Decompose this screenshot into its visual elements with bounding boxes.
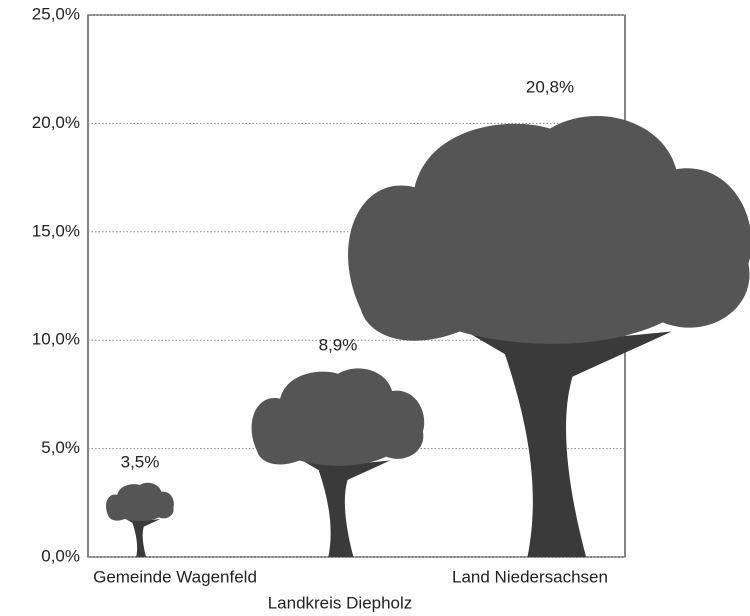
value-label: 20,8%	[526, 78, 574, 97]
tree-crown	[251, 368, 425, 466]
x-tick-label: Gemeinde Wagenfeld	[93, 567, 257, 586]
y-tick-label: 25,0%	[32, 4, 80, 23]
y-tick-label: 10,0%	[32, 330, 80, 349]
tree	[348, 116, 750, 557]
x-tick-label: Landkreis Diepholz	[268, 593, 413, 612]
value-label: 8,9%	[319, 336, 358, 355]
y-tick-label: 15,0%	[32, 221, 80, 240]
tree-trunk	[123, 516, 161, 557]
tree-trunk	[295, 452, 391, 557]
x-tick-label: Land Niedersachsen	[452, 567, 608, 586]
y-tick-label: 0,0%	[41, 546, 80, 565]
y-tick-label: 5,0%	[41, 438, 80, 457]
tree	[251, 368, 425, 557]
value-label: 3,5%	[121, 453, 160, 472]
tree-trunk	[450, 313, 672, 557]
y-tick-label: 20,0%	[32, 113, 80, 132]
tree	[106, 482, 174, 557]
tree-crown	[348, 116, 750, 344]
tree-crown	[106, 482, 174, 522]
